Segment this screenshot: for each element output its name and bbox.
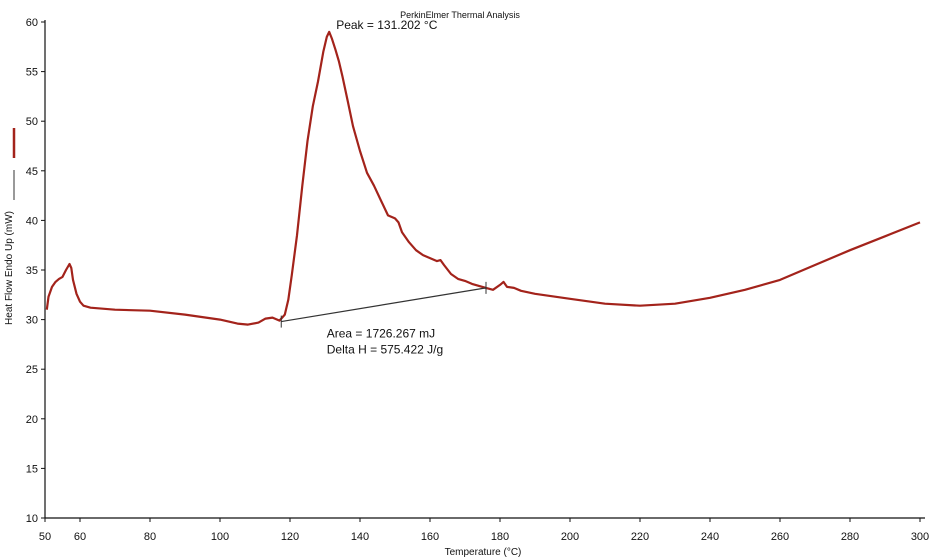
x-tick-label: 180	[491, 531, 509, 543]
chart-title: PerkinElmer Thermal Analysis	[400, 10, 520, 20]
y-tick-label: 15	[26, 463, 38, 475]
x-tick-label: 240	[701, 531, 719, 543]
x-tick-label: 200	[561, 531, 579, 543]
y-tick-label: 40	[26, 215, 38, 227]
y-tick-label: 60	[26, 17, 38, 29]
axes	[44, 20, 925, 519]
y-tick-label: 35	[26, 265, 38, 277]
x-axis-label: Temperature (°C)	[445, 547, 522, 558]
delta-h-annotation: Delta H = 575.422 J/g	[327, 342, 443, 356]
heat-flow-curve	[45, 30, 921, 326]
y-tick-label: 30	[26, 315, 38, 327]
x-tick-label: 50	[39, 531, 51, 543]
x-tick-label: 260	[771, 531, 789, 543]
x-tick-label: 100	[211, 531, 229, 543]
x-tick-label: 280	[841, 531, 859, 543]
x-tick-label: 220	[631, 531, 649, 543]
y-tick-label: 55	[26, 67, 38, 79]
x-tick-label: 300	[911, 531, 929, 543]
integration-baseline	[281, 287, 487, 323]
x-tick-label: 80	[144, 531, 156, 543]
y-tick-label: 50	[26, 116, 38, 128]
y-tick-label: 25	[26, 364, 38, 376]
y-tick-label: 10	[26, 513, 38, 525]
y-tick-label: 20	[26, 414, 38, 426]
peak-annotation: Peak = 131.202 °C	[336, 18, 438, 32]
y-ticks: 10 15 20 25 30 35 40 45 50 55 60	[26, 17, 45, 525]
x-tick-label: 140	[351, 531, 369, 543]
y-axis-label: Heat Flow Endo Up (mW)	[4, 211, 15, 325]
plot-area	[45, 30, 921, 328]
x-tick-label: 160	[421, 531, 439, 543]
x-ticks: 50 60 80 100 120 140 160 180 200 220 240 260 280 300	[39, 518, 929, 543]
x-tick-label: 60	[74, 531, 86, 543]
area-annotation: Area = 1726.267 mJ	[327, 326, 435, 340]
y-tick-label: 45	[26, 166, 38, 178]
x-tick-label: 120	[281, 531, 299, 543]
